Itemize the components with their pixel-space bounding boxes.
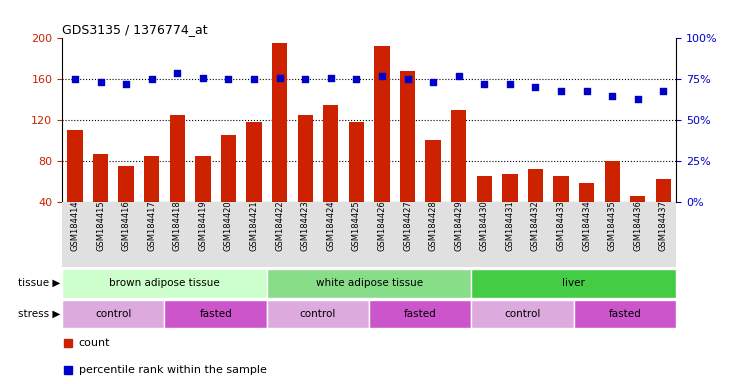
Point bbox=[478, 81, 490, 87]
Text: fasted: fasted bbox=[200, 309, 232, 319]
Bar bbox=[67, 130, 83, 242]
Bar bbox=[246, 122, 262, 242]
Text: fasted: fasted bbox=[609, 309, 641, 319]
Point bbox=[351, 76, 363, 82]
Bar bbox=[195, 156, 211, 242]
Text: GDS3135 / 1376774_at: GDS3135 / 1376774_at bbox=[62, 23, 208, 36]
Bar bbox=[471, 300, 574, 328]
Point bbox=[376, 73, 387, 79]
Bar bbox=[630, 197, 645, 242]
Text: control: control bbox=[504, 309, 541, 319]
Bar bbox=[528, 169, 543, 242]
Point bbox=[632, 96, 644, 102]
Bar bbox=[349, 122, 364, 242]
Point bbox=[249, 76, 260, 82]
Point bbox=[453, 73, 465, 79]
Bar bbox=[605, 161, 620, 242]
Bar bbox=[298, 115, 313, 242]
Bar bbox=[656, 179, 671, 242]
Text: control: control bbox=[300, 309, 336, 319]
Text: brown adipose tissue: brown adipose tissue bbox=[109, 278, 220, 288]
Point bbox=[222, 76, 234, 82]
Text: percentile rank within the sample: percentile rank within the sample bbox=[79, 365, 267, 375]
Bar bbox=[221, 135, 236, 242]
Bar bbox=[374, 46, 390, 242]
Bar bbox=[477, 176, 492, 242]
Bar bbox=[164, 300, 267, 328]
Text: liver: liver bbox=[562, 278, 586, 288]
Point bbox=[120, 81, 132, 87]
Bar bbox=[272, 43, 287, 242]
Bar bbox=[62, 300, 164, 328]
Bar bbox=[369, 300, 471, 328]
Point bbox=[273, 74, 285, 81]
Bar bbox=[451, 110, 466, 242]
Text: control: control bbox=[95, 309, 132, 319]
Text: tissue ▶: tissue ▶ bbox=[18, 278, 61, 288]
Point bbox=[556, 88, 567, 94]
Point bbox=[145, 76, 158, 82]
Text: white adipose tissue: white adipose tissue bbox=[316, 278, 423, 288]
Bar bbox=[93, 154, 108, 242]
Bar bbox=[502, 174, 518, 242]
Text: fasted: fasted bbox=[404, 309, 436, 319]
Bar bbox=[471, 269, 676, 298]
Bar bbox=[574, 300, 676, 328]
Point bbox=[402, 76, 414, 82]
Bar bbox=[425, 141, 441, 242]
Point bbox=[658, 88, 670, 94]
Bar bbox=[553, 176, 569, 242]
Bar bbox=[579, 183, 594, 242]
Point bbox=[529, 84, 541, 91]
Point bbox=[606, 93, 618, 99]
Bar bbox=[144, 156, 159, 242]
Bar bbox=[62, 269, 267, 298]
Text: count: count bbox=[79, 338, 110, 348]
Bar bbox=[118, 166, 134, 242]
Point bbox=[95, 79, 107, 86]
Point bbox=[171, 70, 183, 76]
Point bbox=[427, 79, 439, 86]
Point bbox=[69, 76, 81, 82]
Bar bbox=[267, 269, 471, 298]
Bar bbox=[267, 300, 369, 328]
Point bbox=[300, 76, 311, 82]
Point bbox=[197, 74, 209, 81]
Point bbox=[504, 81, 516, 87]
Point bbox=[581, 88, 593, 94]
Text: stress ▶: stress ▶ bbox=[18, 309, 61, 319]
Bar bbox=[323, 105, 338, 242]
Bar bbox=[400, 71, 415, 242]
Point bbox=[325, 74, 336, 81]
Bar bbox=[170, 115, 185, 242]
